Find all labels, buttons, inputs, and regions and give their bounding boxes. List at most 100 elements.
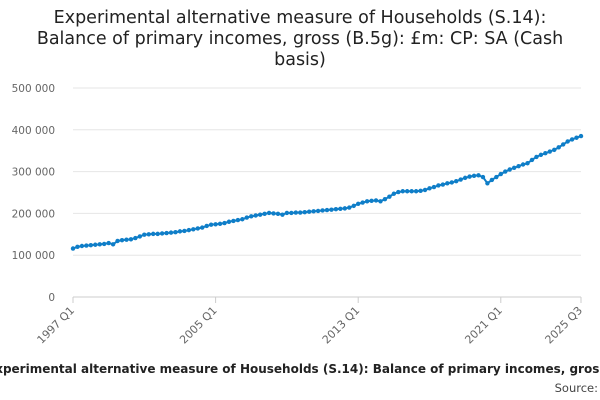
data-point[interactable] <box>284 210 290 216</box>
data-point[interactable] <box>516 163 521 169</box>
data-point[interactable] <box>418 188 423 194</box>
data-point[interactable] <box>347 205 352 210</box>
data-point[interactable] <box>360 200 365 205</box>
data-point[interactable] <box>534 154 539 160</box>
data-point[interactable] <box>409 189 414 194</box>
data-point[interactable] <box>422 187 428 193</box>
data-point[interactable] <box>320 208 325 213</box>
data-point[interactable] <box>173 230 178 235</box>
data-point[interactable] <box>467 174 472 179</box>
data-point[interactable] <box>182 228 187 234</box>
data-point[interactable] <box>289 210 294 216</box>
data-point[interactable] <box>511 165 517 171</box>
data-point[interactable] <box>507 167 512 172</box>
data-point[interactable] <box>177 229 183 234</box>
data-point[interactable] <box>369 198 374 204</box>
data-point[interactable] <box>155 231 160 237</box>
data-point[interactable] <box>253 213 258 218</box>
data-point[interactable] <box>342 206 348 211</box>
data-point[interactable] <box>338 206 343 212</box>
data-point[interactable] <box>133 235 138 241</box>
data-point[interactable] <box>208 222 214 227</box>
data-point[interactable] <box>151 231 156 237</box>
data-point[interactable] <box>565 139 570 144</box>
data-point[interactable] <box>75 244 80 250</box>
data-point[interactable] <box>440 182 446 187</box>
data-point[interactable] <box>280 212 285 217</box>
data-point[interactable] <box>298 210 303 215</box>
data-point[interactable] <box>485 181 490 186</box>
data-point[interactable] <box>115 238 120 244</box>
data-point[interactable] <box>543 151 548 156</box>
data-point[interactable] <box>454 179 459 184</box>
data-point[interactable] <box>569 137 575 142</box>
data-point[interactable] <box>186 227 192 233</box>
data-point[interactable] <box>119 237 125 243</box>
data-point[interactable] <box>249 214 254 219</box>
data-point[interactable] <box>498 171 503 177</box>
data-point[interactable] <box>329 207 334 212</box>
data-point[interactable] <box>257 212 263 217</box>
data-point[interactable] <box>262 211 267 217</box>
data-point[interactable] <box>413 189 419 194</box>
data-point[interactable] <box>204 223 209 229</box>
data-point[interactable] <box>244 215 249 220</box>
data-point[interactable] <box>231 218 236 224</box>
data-point[interactable] <box>93 242 98 247</box>
data-point[interactable] <box>271 211 276 216</box>
data-point[interactable] <box>88 242 94 248</box>
data-point[interactable] <box>427 186 432 191</box>
data-point[interactable] <box>213 222 218 227</box>
data-point[interactable] <box>525 161 530 166</box>
data-point[interactable] <box>396 189 401 195</box>
data-point[interactable] <box>480 174 486 180</box>
data-point[interactable] <box>101 241 107 247</box>
data-point[interactable] <box>275 211 281 217</box>
data-point[interactable] <box>311 209 316 214</box>
data-point[interactable] <box>391 191 397 196</box>
data-point[interactable] <box>574 135 579 140</box>
data-point[interactable] <box>529 157 535 163</box>
data-point[interactable] <box>306 209 312 214</box>
data-point[interactable] <box>79 243 85 249</box>
data-point[interactable] <box>400 189 405 194</box>
data-point[interactable] <box>240 217 245 222</box>
data-point[interactable] <box>137 234 143 239</box>
data-point[interactable] <box>462 175 468 181</box>
data-point[interactable] <box>124 237 129 242</box>
data-point[interactable] <box>449 180 454 185</box>
data-point[interactable] <box>476 173 481 178</box>
data-point[interactable] <box>436 183 441 188</box>
data-point[interactable] <box>159 231 165 236</box>
data-point[interactable] <box>324 207 330 213</box>
data-point[interactable] <box>471 173 477 178</box>
data-point[interactable] <box>489 177 495 183</box>
data-point[interactable] <box>445 181 450 186</box>
data-point[interactable] <box>387 194 392 199</box>
data-point[interactable] <box>547 149 553 154</box>
data-point[interactable] <box>222 220 227 226</box>
data-point[interactable] <box>200 225 205 230</box>
data-point[interactable] <box>142 232 147 237</box>
data-point[interactable] <box>355 201 361 206</box>
data-point[interactable] <box>333 207 339 212</box>
data-point[interactable] <box>405 189 410 194</box>
data-point[interactable] <box>84 243 89 248</box>
data-point[interactable] <box>378 199 383 204</box>
data-point[interactable] <box>195 226 200 231</box>
data-point[interactable] <box>110 242 116 247</box>
data-point[interactable] <box>217 221 223 227</box>
data-point[interactable] <box>315 208 321 214</box>
data-point[interactable] <box>191 227 196 232</box>
data-point[interactable] <box>494 174 499 180</box>
data-point[interactable] <box>458 177 463 182</box>
data-point[interactable] <box>382 196 388 202</box>
data-point[interactable] <box>128 237 134 242</box>
data-point[interactable] <box>97 242 102 247</box>
data-point[interactable] <box>552 147 557 153</box>
data-point[interactable] <box>293 210 299 215</box>
data-point[interactable] <box>431 184 437 190</box>
data-point[interactable] <box>302 209 307 215</box>
data-point[interactable] <box>235 217 241 223</box>
data-point[interactable] <box>266 210 272 216</box>
